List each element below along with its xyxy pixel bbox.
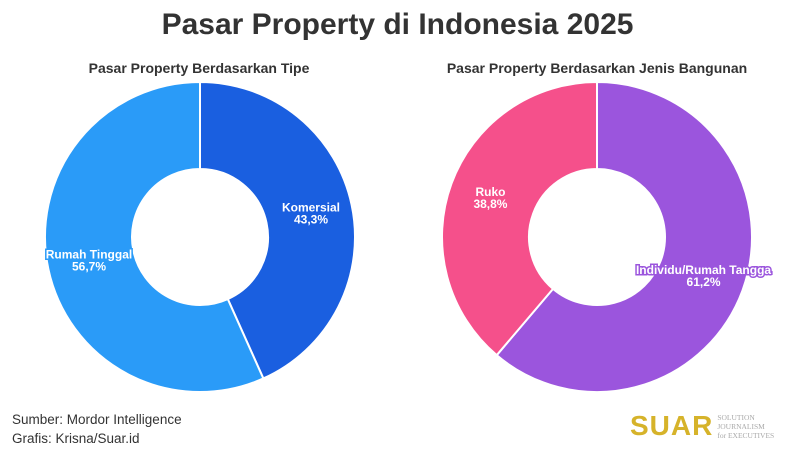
source-text: Sumber: Mordor Intelligence [12, 412, 182, 427]
chart-subtitle-left: Pasar Property Berdasarkan Tipe [88, 60, 310, 76]
source-note: Sumber: Mordor Intelligence Grafis: Kris… [12, 410, 182, 448]
slice-category-label: Rumah Tinggal [46, 248, 132, 262]
page-title: Pasar Property di Indonesia 2025 [161, 8, 634, 41]
slice-category-label: Komersial [282, 200, 340, 214]
slice-value-label: 56,7% [72, 260, 106, 274]
logo-name: SUAR [630, 410, 714, 441]
donut-slice-rumah-tinggal [44, 80, 265, 393]
slice-value-label: 61,2% [687, 275, 721, 289]
logo-tagline: SOLUTION JOURNALISM for EXECUTIVES [717, 412, 775, 440]
donut-slice-komersial [199, 80, 356, 380]
slice-value-label: 43,3% [294, 212, 328, 226]
donut-slice-individu-rumah-tangga [495, 80, 753, 393]
donut-slice-ruko [441, 80, 598, 357]
slice-category-label: Individu/Rumah Tangga [636, 263, 771, 277]
chart-subtitle-right: Pasar Property Berdasarkan Jenis Banguna… [446, 60, 748, 76]
slice-value-label: 38,8% [473, 197, 507, 211]
credit-text: Grafis: Krisna/Suar.id [12, 431, 140, 446]
slice-category-label: Ruko [475, 185, 505, 199]
suar-logo: SUAR SOLUTION JOURNALISM for EXECUTIVES [630, 410, 795, 442]
